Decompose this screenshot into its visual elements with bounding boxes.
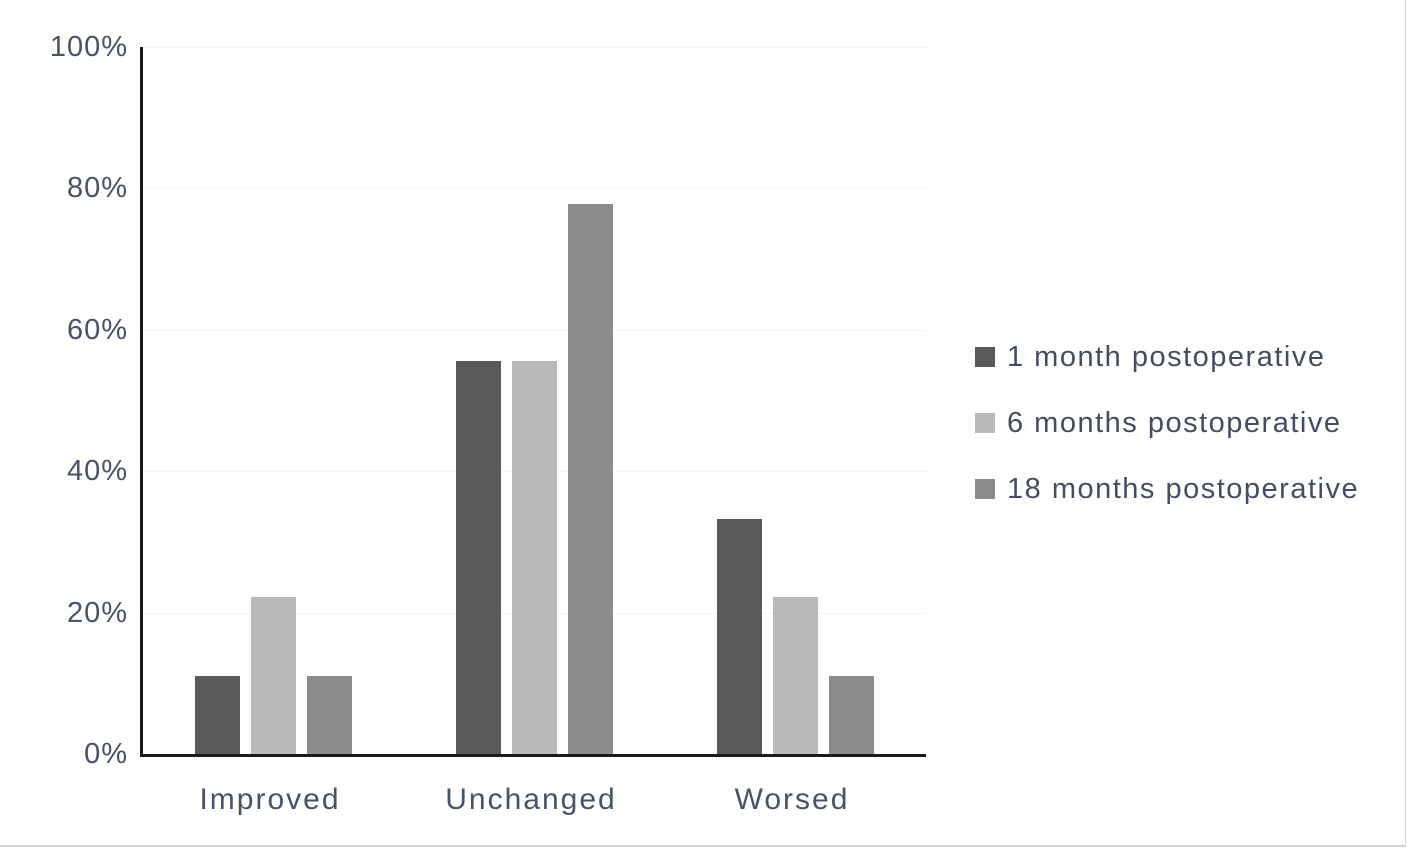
bar-improved-series-1	[195, 675, 240, 754]
y-tick-label-20pct: 20%	[66, 596, 128, 629]
bar-worsed-series-1	[717, 518, 762, 754]
legend: 1 month postoperative 6 months postoperat…	[975, 340, 1360, 505]
y-tick-label-60pct: 60%	[66, 313, 128, 346]
legend-item-3: 18 months postoperative	[975, 472, 1360, 505]
legend-item-2: 6 months postoperative	[975, 406, 1359, 439]
y-tick-label-40pct: 40%	[66, 455, 128, 488]
y-tick-label-0pct: 0%	[84, 738, 128, 770]
legend-marker-icon	[975, 413, 995, 433]
legend-label: 6 months postoperative	[1007, 406, 1342, 439]
legend-label: 1 month postoperative	[1007, 340, 1326, 373]
plot-area	[140, 47, 926, 757]
bar-improved-series-3	[307, 675, 352, 754]
gridline	[143, 188, 926, 190]
y-tick-label-100pct: 100%	[49, 31, 128, 63]
bar-unchanged-series-1	[456, 360, 501, 754]
bar-improved-series-2	[251, 597, 296, 754]
bar-unchanged-series-2	[512, 360, 557, 754]
legend-label: 18 months postoperative	[1007, 472, 1360, 505]
legend-marker-icon	[975, 479, 995, 499]
x-tick-label-worsed: Worsed	[734, 783, 850, 816]
legend-item-1: 1 month postoperative	[975, 340, 1359, 373]
x-tick-label-improved: Improved	[199, 783, 341, 816]
legend-marker-icon	[975, 347, 995, 367]
x-tick-label-unchanged: Unchanged	[445, 783, 617, 816]
y-tick-label-80pct: 80%	[66, 172, 128, 205]
bar-unchanged-series-3	[568, 203, 613, 754]
gridline	[143, 47, 926, 48]
gridline	[143, 329, 926, 331]
bar-worsed-series-3	[829, 675, 874, 754]
bar-worsed-series-2	[773, 597, 818, 754]
